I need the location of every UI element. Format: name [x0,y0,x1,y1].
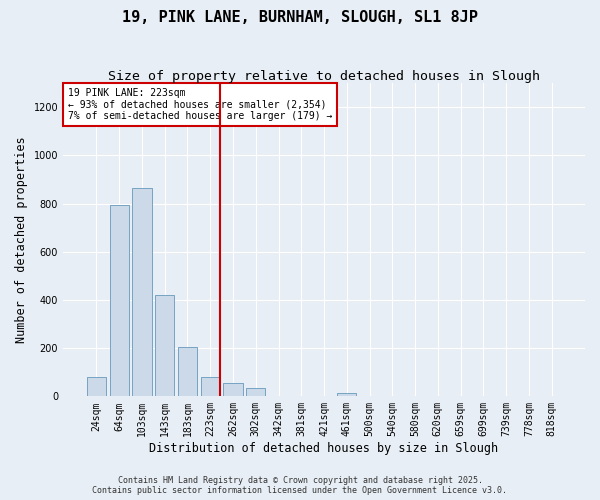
Bar [337,392,356,396]
Y-axis label: Number of detached properties: Number of detached properties [15,136,28,343]
X-axis label: Distribution of detached houses by size in Slough: Distribution of detached houses by size … [149,442,499,455]
Text: 19, PINK LANE, BURNHAM, SLOUGH, SL1 8JP: 19, PINK LANE, BURNHAM, SLOUGH, SL1 8JP [122,10,478,25]
Bar [246,388,265,396]
Bar [155,295,175,396]
Title: Size of property relative to detached houses in Slough: Size of property relative to detached ho… [108,70,540,83]
Bar [87,377,106,396]
Bar [110,204,129,396]
Text: Contains HM Land Registry data © Crown copyright and database right 2025.
Contai: Contains HM Land Registry data © Crown c… [92,476,508,495]
Bar [132,188,152,396]
Bar [223,383,242,396]
Bar [200,377,220,396]
Bar [178,347,197,397]
Text: 19 PINK LANE: 223sqm
← 93% of detached houses are smaller (2,354)
7% of semi-det: 19 PINK LANE: 223sqm ← 93% of detached h… [68,88,332,121]
